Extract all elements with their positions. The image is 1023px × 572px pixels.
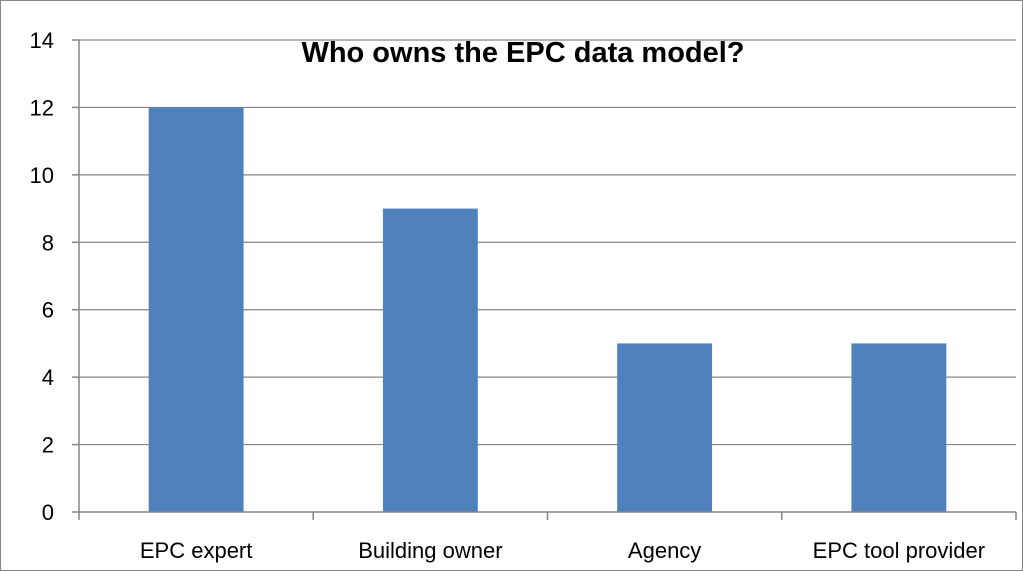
y-tick-labels: 0 2 4 6 8 10 12 14 [30, 28, 79, 525]
y-tick-label: 6 [42, 298, 54, 323]
bar-epc-tool-provider [851, 343, 947, 512]
y-tick-label: 0 [42, 500, 54, 525]
bar-building-owner [382, 208, 478, 513]
x-tick-labels: EPC expert Building owner Agency EPC tool p… [78, 512, 1017, 563]
bars [148, 107, 947, 513]
y-tick-label: 12 [30, 95, 54, 120]
x-tick-label: EPC tool provider [813, 538, 985, 563]
bar-epc-expert [148, 107, 244, 512]
chart-title: Who owns the EPC data model? [301, 37, 744, 69]
y-tick-label: 10 [30, 163, 54, 188]
y-tick-label: 8 [42, 230, 54, 255]
x-tick-label: Agency [628, 538, 701, 563]
x-tick-label: Building owner [358, 538, 502, 563]
y-tick-label: 2 [42, 433, 54, 458]
x-tick-label: EPC expert [140, 538, 253, 563]
y-tick-label: 14 [30, 28, 54, 53]
bar-agency [617, 343, 713, 512]
y-tick-label: 4 [42, 365, 54, 390]
